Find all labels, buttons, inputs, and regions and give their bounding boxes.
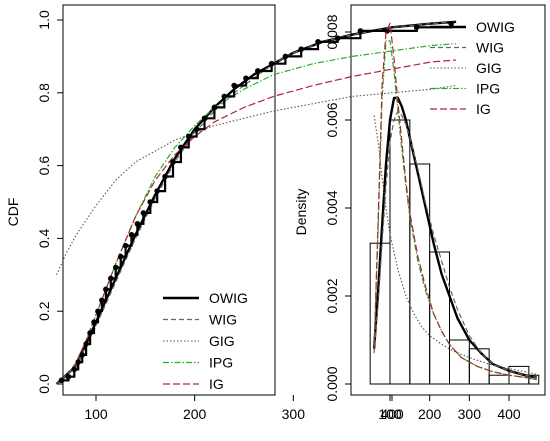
y-tick-label: 1.0 [36, 10, 52, 30]
y-tick-label: 0.002 [324, 278, 340, 313]
cdf-panel: 0.0 0.2 0.4 0.6 0.8 1.0 100 200 300 400 OWIG WIG GIG… [5, 4, 457, 422]
density-panel: 0.000 0.002 0.004 0.006 0.008 100 200 300 400 OWI… [293, 4, 546, 422]
empirical-point [128, 231, 135, 238]
empirical-point [91, 319, 97, 325]
cdf-y-axis-title: CDF [5, 198, 21, 227]
empirical-point [201, 115, 208, 122]
empirical-point [99, 297, 105, 304]
empirical-point [58, 377, 65, 384]
empirical-point [243, 75, 249, 82]
x-tick-label: 200 [183, 406, 207, 422]
empirical-point [178, 144, 184, 151]
empirical-point [122, 242, 129, 249]
legend-label-gig: GIG [209, 333, 235, 349]
histogram-bar [468, 348, 490, 385]
histogram-bar [429, 251, 450, 385]
empirical-point [231, 82, 237, 89]
y-tick-label: 0.0 [36, 374, 52, 394]
y-tick-label: 0.8 [36, 83, 52, 103]
empirical-point [65, 373, 72, 380]
series-line-ig [373, 22, 537, 381]
legend-label-ig: IG [209, 376, 224, 392]
y-tick-label: 0.000 [324, 366, 340, 401]
empirical-point [268, 60, 275, 67]
empirical-cdf-line [61, 23, 453, 382]
y-tick-label: 0.6 [36, 156, 52, 176]
y-tick-label: 0.004 [324, 190, 340, 225]
empirical-point [448, 20, 455, 27]
empirical-point [315, 39, 321, 45]
empirical-point [95, 308, 101, 315]
x-tick-label: 400 [380, 406, 404, 422]
histogram-bar [488, 374, 510, 385]
empirical-point [255, 68, 261, 74]
empirical-point [75, 359, 82, 365]
legend-label-ipg: IPG [476, 81, 500, 97]
legend-label-owig: OWIG [209, 290, 248, 306]
legend-label-ig: IG [476, 101, 491, 117]
legend-label-gig: GIG [476, 60, 502, 76]
plot-frame [350, 4, 546, 396]
x-tick-label: 100 [84, 406, 108, 422]
empirical-point [154, 188, 160, 194]
empirical-point [112, 264, 119, 271]
x-tick-label: 300 [282, 406, 306, 422]
empirical-point [193, 126, 200, 132]
y-tick-label: 0.008 [324, 14, 340, 49]
empirical-point [79, 352, 85, 358]
empirical-point [221, 93, 228, 100]
y-tick-label: 0.2 [36, 301, 52, 321]
empirical-point [117, 253, 124, 260]
series-line-owig [372, 96, 538, 379]
empirical-point [83, 341, 89, 347]
series-line-wig [373, 110, 537, 378]
legend-label-ipg: IPG [209, 355, 233, 371]
empirical-point [282, 53, 289, 60]
y-tick-label: 0.4 [36, 228, 52, 248]
x-tick-label: 100 [378, 406, 402, 422]
empirical-point [413, 24, 420, 31]
empirical-point [140, 210, 147, 216]
empirical-point [71, 366, 78, 373]
histogram-bar [449, 339, 470, 385]
histogram-bar [389, 119, 411, 385]
histogram-bar [528, 374, 540, 385]
series-line-ipg [56, 43, 457, 385]
empirical-point [170, 159, 176, 165]
empirical-point [103, 286, 109, 293]
series-line-ipg [373, 40, 537, 381]
legend: OWIG WIG GIG IPG IG [430, 19, 515, 117]
series-line-gig [373, 115, 537, 375]
x-tick-label: 200 [418, 406, 442, 422]
empirical-point [298, 46, 305, 52]
empirical-point [87, 330, 93, 336]
x-tick-label: 400 [497, 406, 521, 422]
empirical-point [185, 133, 192, 140]
legend-label-wig: WIG [476, 40, 504, 56]
empirical-point [162, 173, 168, 180]
density-y-axis-title: Density [293, 189, 309, 236]
legend: OWIG WIG GIG IPG IG [163, 290, 248, 392]
empirical-point [211, 104, 218, 111]
density-plot-area: 0.000 0.002 0.004 0.006 0.008 100 200 300 400 OWI… [324, 4, 546, 422]
series-line-ig [56, 59, 457, 385]
cdf-plot-area: 0.0 0.2 0.4 0.6 0.8 1.0 100 200 300 400 OWIG WIG GIG… [36, 4, 457, 422]
empirical-point [147, 199, 154, 205]
empirical-point [334, 35, 341, 41]
empirical-point [134, 221, 141, 227]
legend-label-wig: WIG [209, 312, 237, 328]
x-tick-label: 300 [458, 406, 482, 422]
legend-label-owig: OWIG [476, 19, 515, 35]
empirical-point [108, 275, 114, 282]
y-tick-label: 0.006 [324, 102, 340, 137]
plot-frame [62, 4, 276, 396]
histogram-bar [409, 163, 431, 385]
empirical-point [357, 28, 364, 34]
